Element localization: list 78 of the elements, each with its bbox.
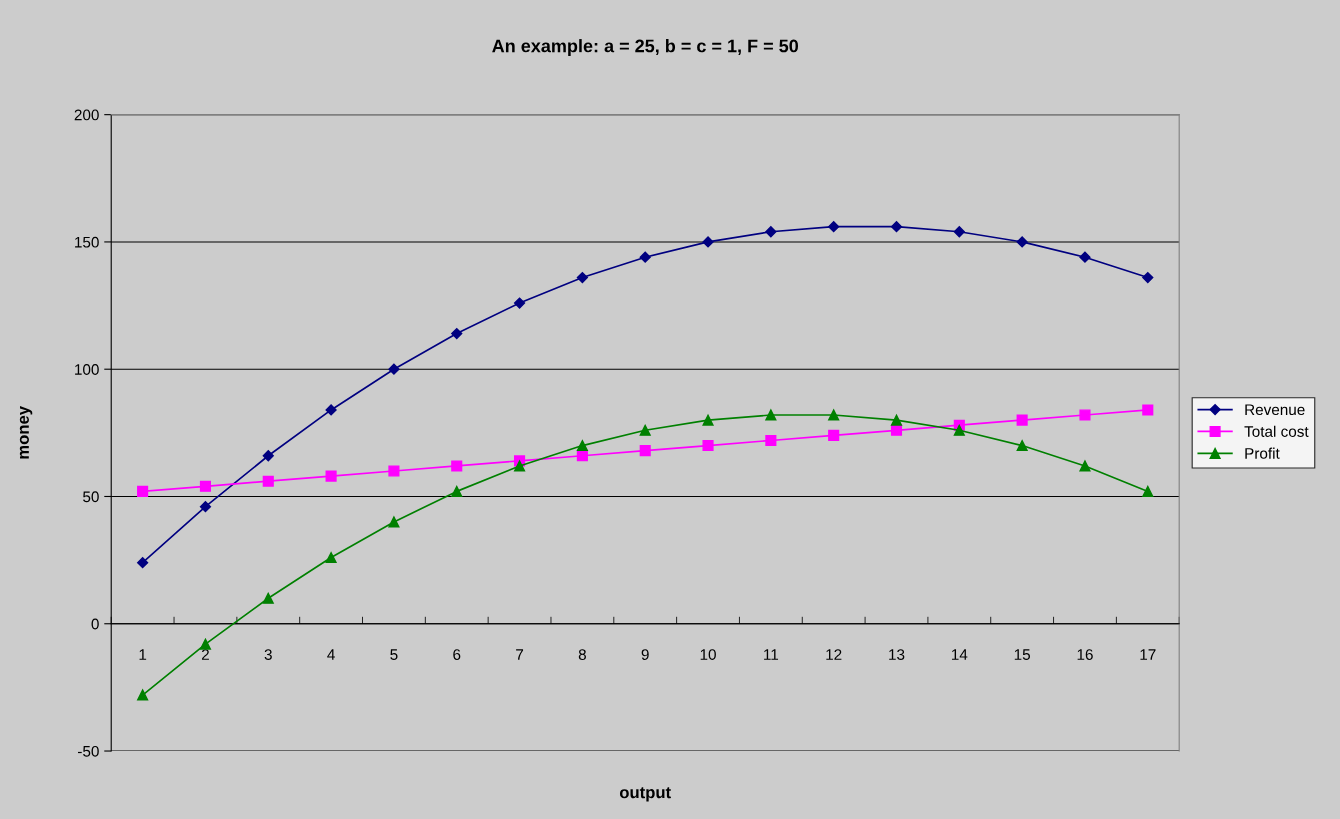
- x-tick-label: 5: [390, 649, 398, 660]
- point: [137, 485, 149, 497]
- point: [262, 592, 274, 604]
- point: [325, 552, 337, 564]
- point: [451, 485, 463, 497]
- legend-label: Revenue: [1245, 404, 1305, 416]
- point: [639, 251, 651, 263]
- point: [137, 557, 149, 569]
- chart-title: An example: a = 25, b = c = 1, F = 50: [492, 39, 799, 56]
- x-tick-label: 6: [453, 649, 461, 660]
- point: [199, 638, 212, 650]
- x-tick-label: 10: [700, 649, 716, 660]
- point: [388, 516, 400, 528]
- point: [576, 450, 588, 462]
- x-tick-label: 7: [516, 649, 524, 660]
- legend-label: Total cost: [1244, 425, 1309, 437]
- point: [1016, 414, 1028, 426]
- point: [262, 475, 274, 487]
- point: [702, 236, 714, 248]
- point: [639, 445, 651, 457]
- x-tick-label: 8: [578, 649, 586, 660]
- point: [1142, 485, 1154, 497]
- point: [1142, 271, 1154, 284]
- point: [388, 363, 400, 375]
- x-tick-label: 17: [1140, 649, 1156, 660]
- x-tick-label: 14: [951, 649, 968, 660]
- point: [890, 221, 903, 233]
- y-tick-label: 100: [75, 364, 99, 375]
- x-tick-label: 3: [264, 649, 272, 660]
- point: [388, 465, 400, 477]
- point: [576, 440, 588, 452]
- point: [1079, 251, 1091, 263]
- y-tick-label: 50: [83, 491, 99, 503]
- point: [514, 460, 526, 472]
- point: [1142, 404, 1154, 416]
- point: [325, 470, 337, 482]
- y-tick-label: 150: [75, 236, 99, 248]
- point: [1016, 440, 1028, 452]
- x-tick-label: 12: [826, 649, 842, 660]
- point: [1079, 409, 1091, 421]
- point: [890, 414, 903, 426]
- x-tick-label: 4: [327, 649, 335, 660]
- point: [451, 460, 463, 472]
- legend-label: Profit: [1245, 447, 1280, 459]
- y-tick-label: -50: [78, 745, 99, 757]
- point: [890, 424, 903, 436]
- point: [325, 404, 337, 416]
- point: [828, 221, 840, 233]
- point: [199, 480, 212, 492]
- point: [953, 424, 965, 436]
- x-tick-label: 16: [1077, 649, 1093, 660]
- point: [953, 226, 965, 238]
- x-tick-label: 1: [139, 649, 147, 660]
- point: [576, 271, 588, 284]
- point: [702, 440, 714, 452]
- x-tick-label: 9: [641, 649, 649, 660]
- x-tick-label: 15: [1014, 649, 1030, 660]
- point: [828, 409, 840, 421]
- y-axis-title: money: [19, 406, 33, 459]
- y-tick-label: 200: [74, 109, 99, 121]
- point: [765, 434, 777, 447]
- point: [513, 297, 526, 309]
- point: [1079, 460, 1091, 472]
- point: [262, 450, 274, 462]
- x-axis-title: output: [619, 787, 671, 802]
- point: [639, 424, 651, 436]
- point: [1016, 236, 1028, 248]
- x-tick-label: 13: [889, 649, 905, 660]
- point: [765, 226, 777, 238]
- point: [765, 409, 777, 421]
- point: [137, 689, 149, 701]
- point: [828, 429, 840, 441]
- x-tick-label: 2: [201, 649, 209, 660]
- point: [702, 414, 714, 426]
- x-tick-label: 11: [764, 649, 779, 660]
- y-tick-label: 0: [91, 618, 99, 630]
- point: [451, 327, 463, 340]
- point: [199, 501, 212, 513]
